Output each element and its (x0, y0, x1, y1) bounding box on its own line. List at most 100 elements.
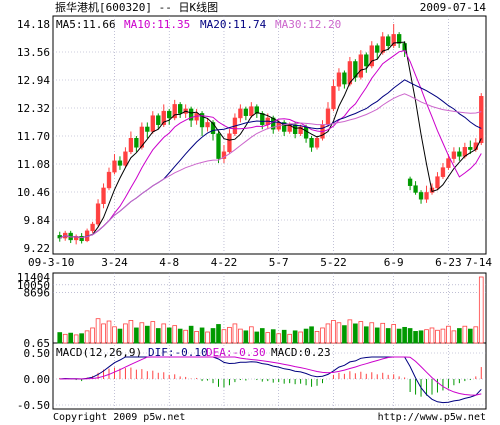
volume-bar (150, 321, 156, 344)
candle-body (210, 122, 216, 134)
chart-date: 2009-07-14 (420, 1, 487, 14)
volume-bar (216, 324, 221, 344)
volume-bar (429, 327, 435, 344)
volume-bar (435, 329, 440, 344)
candle-body (440, 167, 446, 177)
candle-body (446, 158, 451, 168)
volume-bar (145, 325, 150, 344)
candle-body (380, 36, 385, 53)
candle-body (331, 86, 336, 110)
ma-legend: MA5:11.66 MA10:11.35 MA20:11.74 MA30:12.… (56, 18, 341, 31)
x-tick-label: 3-24 (101, 256, 128, 269)
candle-body (418, 192, 424, 200)
ma30-line (59, 93, 482, 239)
volume-bar (413, 331, 418, 344)
candle-body (336, 72, 342, 87)
candle-body (386, 36, 391, 46)
volume-bar (331, 320, 336, 344)
volume-tick-label: 0.65 (24, 337, 51, 350)
volume-bar (155, 328, 161, 344)
price-tick-label: 11.08 (17, 158, 50, 171)
candle-body (106, 171, 112, 189)
volume-bar (166, 327, 172, 344)
volume-bar (385, 328, 391, 344)
candle-body (238, 108, 243, 119)
volume-bar (358, 321, 364, 344)
volume-bar (194, 331, 199, 344)
volume-bar (303, 328, 309, 344)
volume-bar (380, 322, 386, 344)
price-tick-label: 10.46 (17, 186, 50, 199)
ma5-line (59, 41, 482, 239)
volume-bar (276, 333, 282, 344)
volume-bar (123, 323, 128, 344)
dea-legend: DEA:-0.30 (206, 346, 266, 359)
volume-bar (249, 326, 254, 344)
candle-body (298, 126, 303, 134)
ma20-legend: MA20:11.74 (200, 18, 267, 31)
candle-body (347, 61, 353, 85)
volume-bar (369, 322, 375, 344)
price-tick-label: 11.70 (17, 130, 50, 143)
x-tick-label: 5-7 (269, 256, 289, 269)
volume-bar (68, 332, 74, 344)
volume-bar (73, 334, 79, 344)
macd-legend: MACD(12,26,9) DIF:-0.10 DEA:-0.30 MACD:0… (56, 346, 331, 359)
candle-body (134, 138, 139, 148)
candle-body (227, 133, 232, 153)
volume-bar (314, 331, 320, 344)
volume-bar (62, 333, 68, 344)
volume-bar (320, 327, 325, 344)
volume-bar (473, 326, 479, 344)
moving-average-lines (59, 41, 482, 239)
volume-bar (259, 328, 265, 344)
candle-body (396, 34, 402, 44)
candle-body (325, 108, 331, 125)
volume-tick-label: 10050 (17, 279, 50, 292)
volume-bar (139, 322, 145, 344)
candle-body (369, 45, 374, 67)
candle-body (178, 104, 183, 114)
volume-bar (418, 330, 424, 344)
volume-tick-label: 8696 (24, 287, 51, 300)
candle-body (167, 110, 172, 119)
volume-bar (84, 330, 90, 344)
volume-bar (199, 327, 205, 344)
candle-body (199, 113, 205, 128)
chart-title: 振华港机[600320] -- 日K线图 (55, 0, 218, 14)
volume-bar (265, 332, 271, 344)
candle-body (95, 203, 101, 225)
candle-body (260, 113, 265, 125)
candle-body (364, 54, 369, 67)
candle-body (128, 138, 134, 153)
volume-bar (391, 324, 396, 344)
candle-body (139, 126, 145, 148)
candlesticks (57, 24, 484, 245)
candle-body (282, 122, 287, 132)
volume-bar (238, 328, 243, 344)
volume-bar (117, 328, 123, 344)
candle-body (117, 160, 123, 166)
volume-bar (292, 330, 298, 344)
candle-body (145, 126, 150, 132)
volume-bar (254, 331, 260, 344)
volume-bar (232, 323, 238, 344)
x-tick-label: 6-9 (384, 256, 404, 269)
grid-lines (53, 16, 486, 409)
ma10-legend: MA10:11.35 (124, 18, 190, 31)
candle-body (161, 110, 166, 125)
x-tick-label: 4-8 (159, 256, 179, 269)
volume-bar (281, 329, 287, 344)
candle-body (123, 151, 128, 166)
volume-bars (57, 276, 484, 344)
candle-body (90, 223, 95, 232)
price-tick-label: 12.32 (17, 102, 50, 115)
price-panel-frame (52, 15, 487, 255)
volume-bar (440, 328, 446, 344)
macd-value-legend: MACD:0.23 (271, 346, 331, 359)
volume-bar (478, 276, 484, 344)
candle-body (221, 151, 227, 159)
volume-bar (353, 323, 358, 344)
price-tick-label: 9.22 (24, 242, 51, 255)
source-url-text: http://www.p5w.net (378, 412, 486, 423)
